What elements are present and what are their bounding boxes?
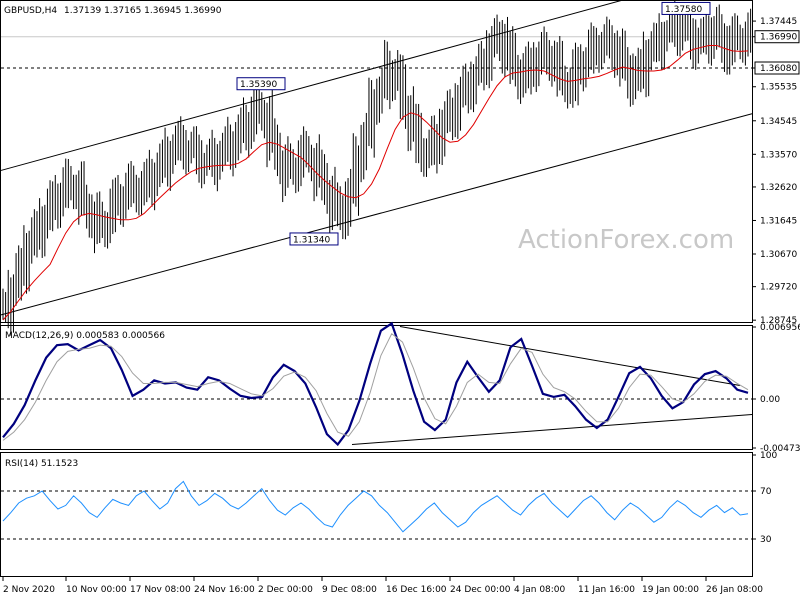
x-tick-label: 11 Jan 16:00 bbox=[578, 585, 635, 595]
channel-lower-line bbox=[0, 113, 753, 316]
price-annotation-box bbox=[289, 232, 339, 246]
rsi-y-tick-label: 30 bbox=[760, 535, 772, 545]
macd-signal-line bbox=[2, 333, 749, 441]
price-annotation-label: 1.35390 bbox=[240, 80, 277, 90]
macd-line bbox=[2, 321, 749, 447]
rsi-panel-frame bbox=[0, 452, 753, 577]
watermark: ActionForex.com bbox=[518, 225, 734, 255]
macd-panel-frame bbox=[0, 325, 753, 450]
level-price-box bbox=[754, 61, 800, 75]
x-tick-label: 4 Jan 08:00 bbox=[514, 585, 566, 595]
rsi-line bbox=[2, 480, 749, 533]
price-y-tick-label: 1.34545 bbox=[760, 117, 797, 127]
price-y-tick-label: 1.30670 bbox=[760, 250, 797, 260]
x-tick-label: 9 Dec 08:00 bbox=[322, 585, 377, 595]
price-y-tick-label: 1.35535 bbox=[760, 83, 797, 93]
macd-triangle-upper bbox=[399, 326, 741, 387]
price-annotation-box bbox=[661, 1, 711, 15]
x-tick-label: 17 Nov 08:00 bbox=[130, 585, 191, 595]
macd-y-tick-label: 0.00 bbox=[760, 395, 780, 405]
price-y-tick-label: 1.37445 bbox=[760, 17, 797, 27]
macd-y-tick-label: -0.004736 bbox=[760, 444, 800, 454]
x-tick-label: 24 Nov 16:00 bbox=[194, 585, 255, 595]
macd-y-tick-label: 0.006956 bbox=[760, 323, 800, 333]
price-y-tick-label: 1.33570 bbox=[760, 150, 797, 160]
price-panel-frame bbox=[0, 0, 753, 323]
x-tick-label: 2 Dec 00:00 bbox=[258, 585, 313, 595]
price-y-tick-label: 1.36080 bbox=[760, 64, 797, 74]
price-y-tick-label: 1.29720 bbox=[760, 283, 797, 293]
axes: 1.37445 1.36990 1.36080 1.35535 1.34545 1.335… bbox=[2, 17, 800, 595]
x-tick-label: 26 Jan 08:00 bbox=[706, 585, 763, 595]
price-annotation-box bbox=[236, 77, 286, 91]
macd-title: MACD(12,26,9) 0.000583 0.000566 bbox=[5, 331, 165, 341]
price-y-tick-label: 1.36990 bbox=[760, 33, 797, 43]
current-price-box bbox=[754, 30, 800, 44]
channel-upper-line bbox=[0, 0, 623, 171]
x-tick-label: 2 Nov 2020 bbox=[3, 585, 55, 595]
x-tick-label: 10 Nov 00:00 bbox=[66, 585, 127, 595]
x-tick-label: 24 Dec 00:00 bbox=[450, 585, 511, 595]
macd-plot bbox=[1, 321, 753, 447]
rsi-plot bbox=[1, 480, 752, 540]
price-annotation-label: 1.31340 bbox=[293, 235, 330, 245]
price-y-tick-label: 1.28745 bbox=[760, 316, 797, 326]
chart-header-symbol: GBPUSD,H4 bbox=[4, 6, 57, 16]
price-annotation-label: 1.37580 bbox=[665, 5, 702, 15]
price-plot: 1.35390 1.31340 1.37580 bbox=[0, 0, 753, 336]
price-y-tick-label: 1.32620 bbox=[760, 183, 797, 193]
price-y-tick-label: 1.31645 bbox=[760, 216, 797, 226]
moving-average-line bbox=[2, 44, 749, 321]
rsi-y-tick-label: 70 bbox=[760, 487, 772, 497]
x-tick-label: 19 Jan 00:00 bbox=[642, 585, 699, 595]
chart-header-ohlc: 1.37139 1.37165 1.36945 1.36990 bbox=[64, 6, 222, 16]
rsi-y-tick-label: 100 bbox=[760, 451, 777, 461]
macd-triangle-lower bbox=[351, 414, 753, 446]
rsi-title: RSI(14) 51.1523 bbox=[5, 459, 78, 469]
x-tick-label: 16 Dec 16:00 bbox=[386, 585, 447, 595]
